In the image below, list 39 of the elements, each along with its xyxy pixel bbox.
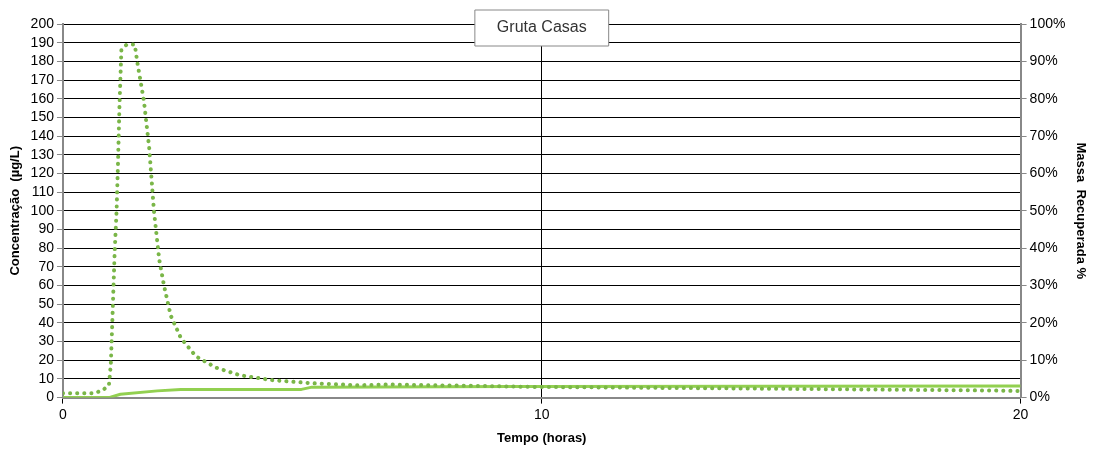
y-tick-label: 180: [30, 52, 55, 69]
y-tick-label: 150: [30, 108, 55, 125]
y-tick-label: 40: [38, 313, 55, 330]
y-tick-label: 60: [38, 276, 55, 293]
x-axis-title: Tempo (horas): [497, 429, 587, 445]
y2-tick-label: 10%: [1029, 351, 1058, 368]
y-tick-label: 90: [38, 220, 55, 237]
y-tick-label: 130: [30, 145, 55, 162]
y2-tick-label: 40%: [1029, 239, 1058, 256]
y-tick-label: 100: [30, 201, 55, 218]
y-tick-label: 30: [38, 332, 55, 349]
y2-tick-label: 50%: [1029, 201, 1058, 218]
y-tick-label: 50: [38, 295, 55, 312]
y-tick-label: 0: [46, 388, 55, 405]
y2-tick-label: 90%: [1029, 52, 1058, 69]
y2-tick-label: 70%: [1029, 126, 1058, 143]
y2-tick-label: 30%: [1029, 276, 1058, 293]
y2-tick-label: 60%: [1029, 164, 1058, 181]
x-tick-label: 20: [1012, 405, 1029, 422]
y-tick-label: 140: [30, 126, 55, 143]
y2-tick-label: 100%: [1029, 14, 1066, 31]
y-tick-label: 20: [38, 351, 55, 368]
y-tick-label: 10: [38, 369, 55, 386]
y2-tick-label: 80%: [1029, 89, 1058, 106]
y-tick-label: 160: [30, 89, 55, 106]
y-tick-label: 170: [30, 70, 55, 87]
y-tick-label: 190: [30, 33, 55, 50]
y-tick-label: 110: [31, 182, 55, 199]
x-tick-label: 10: [533, 405, 550, 422]
y2-tick-label: 20%: [1029, 313, 1058, 330]
y2-axis-title: Massa Recuperada %: [1073, 142, 1089, 280]
y-axis-title: Concentração (µg/L): [7, 146, 23, 276]
y2-tick-label: 0%: [1029, 388, 1050, 405]
y-tick-label: 120: [30, 164, 55, 181]
x-tick-label: 0: [59, 405, 68, 422]
y-tick-label: 200: [30, 14, 55, 31]
chart-title: Gruta Casas: [496, 18, 587, 36]
y-tick-label: 70: [38, 257, 55, 274]
y-tick-label: 80: [38, 239, 55, 256]
